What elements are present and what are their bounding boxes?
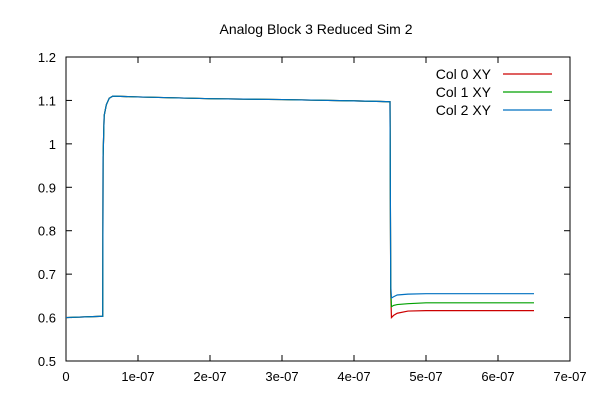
y-tick-label: 0.5 bbox=[38, 354, 56, 369]
y-tick-label: 0.6 bbox=[38, 311, 56, 326]
x-tick-label: 3e-07 bbox=[265, 369, 298, 384]
y-tick-label: 0.9 bbox=[38, 180, 56, 195]
series-line-0 bbox=[65, 95, 534, 319]
plot-frame bbox=[65, 56, 571, 362]
x-tick-label: 7e-07 bbox=[553, 369, 586, 384]
legend-label-1: Col 1 XY bbox=[436, 84, 492, 100]
y-tick-label: 0.8 bbox=[38, 224, 56, 239]
x-tick-label: 4e-07 bbox=[337, 369, 370, 384]
y-tick-label: 1 bbox=[49, 137, 56, 152]
legend-label-0: Col 0 XY bbox=[436, 66, 492, 82]
x-tick-label: 2e-07 bbox=[193, 369, 226, 384]
series-line-1 bbox=[65, 95, 534, 319]
x-tick-label: 0 bbox=[62, 369, 69, 384]
series-layer bbox=[65, 95, 534, 319]
y-axis: 0.5 0.6 0.7 0.8 0.9 1 1.1 1.2 bbox=[38, 50, 570, 369]
series-line-2 bbox=[65, 95, 534, 319]
x-tick-label: 1e-07 bbox=[121, 369, 154, 384]
legend-label-2: Col 2 XY bbox=[436, 102, 492, 118]
x-axis: 0 1e-07 2e-07 3e-07 4e-07 5e-07 6e-07 7e-07 bbox=[62, 57, 587, 384]
y-tick-label: 1.1 bbox=[38, 93, 56, 108]
y-tick-label: 0.7 bbox=[38, 267, 56, 282]
legend: Col 0 XY Col 1 XY Col 2 XY bbox=[436, 66, 552, 118]
chart-title: Analog Block 3 Reduced Sim 2 bbox=[220, 21, 413, 37]
y-tick-label: 1.2 bbox=[38, 50, 56, 65]
x-tick-label: 6e-07 bbox=[481, 369, 514, 384]
x-tick-label: 5e-07 bbox=[409, 369, 442, 384]
